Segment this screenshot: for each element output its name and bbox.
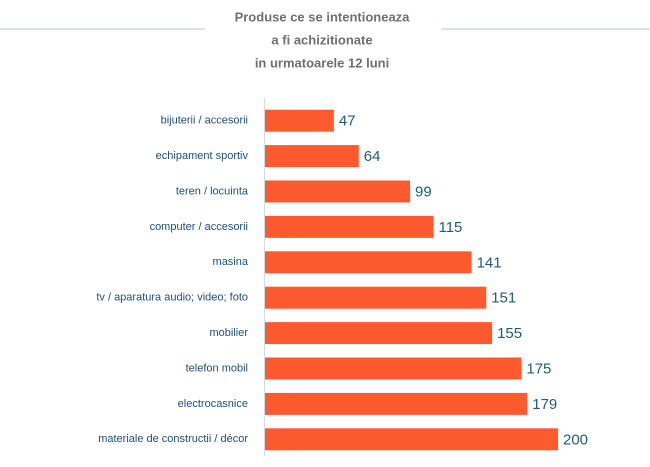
bar <box>265 392 528 415</box>
bar <box>265 109 334 132</box>
value-label: 141 <box>477 254 502 271</box>
category-label: teren / locuinta <box>176 185 249 197</box>
bar <box>265 286 487 309</box>
value-label: 155 <box>497 325 522 342</box>
value-label: 179 <box>532 396 557 413</box>
category-label: materiale de constructii / décor <box>98 433 248 445</box>
chart-title: Produse ce se intentioneaza <box>235 9 411 24</box>
bar <box>265 251 472 274</box>
category-label: masina <box>213 256 249 268</box>
category-label: telefon mobil <box>186 362 248 374</box>
value-label: 175 <box>526 360 551 377</box>
value-label: 64 <box>364 148 381 165</box>
category-label: tv / aparatura audio; video; foto <box>96 292 248 304</box>
value-label: 47 <box>339 113 356 130</box>
value-label: 151 <box>491 290 516 307</box>
bar <box>265 215 434 238</box>
chart-title: in urmatoarele 12 luni <box>255 55 389 70</box>
category-label: electrocasnice <box>178 398 248 410</box>
category-label: bijuterii / accesorii <box>161 115 248 127</box>
value-label: 99 <box>415 183 432 200</box>
bar <box>265 322 493 345</box>
bar <box>265 428 558 451</box>
chart-title: a fi achizitionate <box>271 32 372 47</box>
category-label: mobilier <box>209 327 248 339</box>
value-label: 200 <box>563 431 588 448</box>
bar <box>265 357 522 380</box>
category-label: computer / accesorii <box>150 221 248 233</box>
value-label: 115 <box>438 219 462 236</box>
bar <box>265 145 359 168</box>
bar <box>265 180 411 203</box>
category-label: echipament sportiv <box>156 150 249 162</box>
